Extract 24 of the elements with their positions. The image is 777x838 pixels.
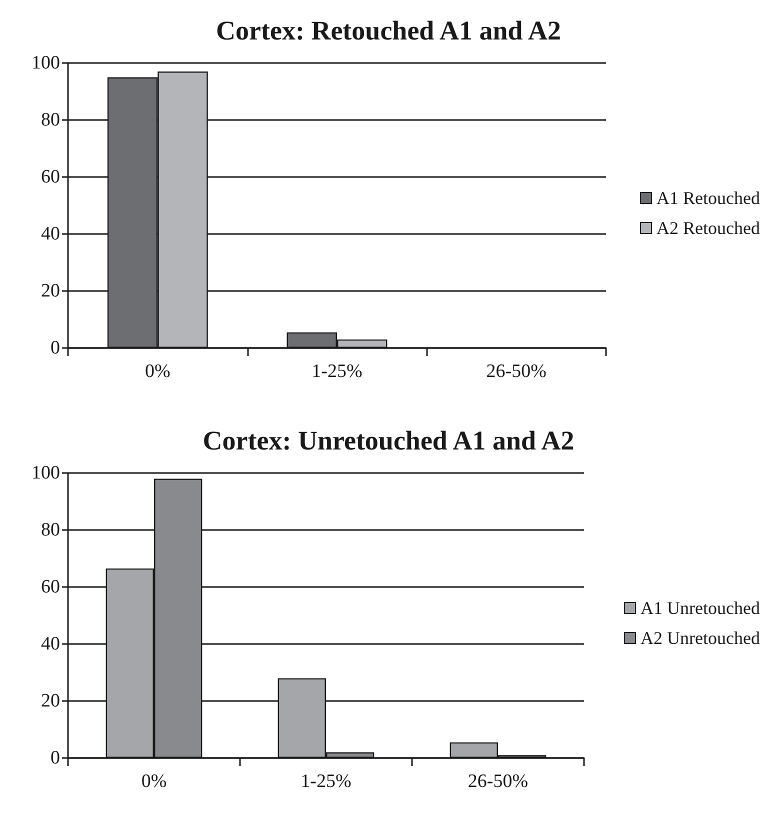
legend-label: A2 Retouched [656, 218, 760, 238]
legend-label: A1 Unretouched [640, 598, 760, 618]
y-tick-label: 40 [41, 224, 60, 244]
x-tick-label: 0% [141, 771, 167, 792]
y-tick-label: 0 [50, 748, 60, 768]
y-tick-label: 80 [41, 110, 60, 130]
y-tick-label: 0 [50, 338, 60, 358]
y-tick-label: 100 [32, 462, 60, 484]
y-tick-label: 60 [41, 576, 60, 598]
x-tick-label: 26-50% [486, 361, 547, 382]
x-tick-label: 1-25% [300, 771, 352, 792]
y-tick-label: 40 [41, 634, 60, 654]
y-tick-label: 60 [41, 166, 60, 188]
y-tick-label: 20 [41, 280, 60, 302]
x-tick-label: 26-50% [468, 771, 528, 792]
x-tick-label: 1-25% [312, 361, 362, 382]
x-tick-label: 0% [145, 361, 171, 382]
y-tick-label: 100 [32, 52, 60, 74]
chart-title: Cortex: Retouched A1 and A2 [216, 16, 561, 46]
legend-label: A2 Unretouched [640, 628, 760, 648]
chart-title: Cortex: Unretouched A1 and A2 [202, 426, 574, 456]
y-tick-label: 80 [41, 520, 60, 540]
legend-label: A1 Retouched [656, 188, 760, 208]
y-tick-label: 20 [41, 690, 60, 712]
